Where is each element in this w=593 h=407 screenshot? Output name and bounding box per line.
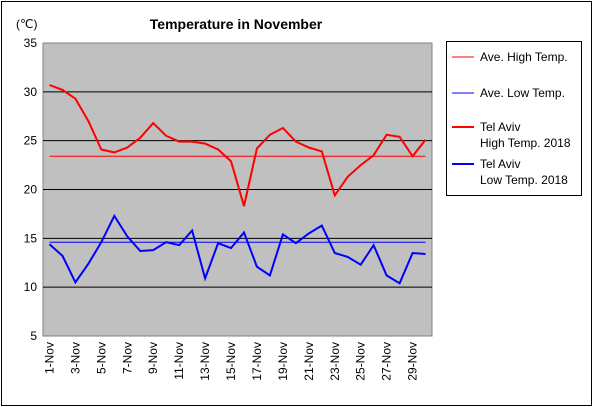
- x-tick-label: 17-Nov: [250, 342, 264, 381]
- legend-box: [446, 41, 582, 196]
- x-tick-label: 3-Nov: [68, 342, 82, 374]
- x-tick-label: 13-Nov: [198, 342, 212, 381]
- legend-label: Ave. High Temp.: [480, 50, 568, 64]
- x-tick-label: 15-Nov: [224, 342, 238, 381]
- legend-label: High Temp. 2018: [480, 136, 571, 150]
- x-tick-label: 1-Nov: [42, 342, 56, 374]
- legend-label: Tel Aviv: [480, 157, 520, 171]
- x-tick-label: 23-Nov: [328, 342, 342, 381]
- gridlines: [43, 91, 432, 288]
- y-tick-label: 35: [24, 36, 38, 50]
- legend-label: Tel Aviv: [480, 120, 520, 134]
- y-tick-label: 10: [24, 280, 38, 294]
- x-tick-label: 27-Nov: [380, 342, 394, 381]
- series-lines: [48, 84, 427, 285]
- y-tick-label: 25: [24, 134, 38, 148]
- y-axis-ticks: 5 10 15 20 25 30 35: [24, 36, 38, 343]
- series-line-tel-aviv-2: [49, 84, 427, 207]
- y-axis-unit-label: (℃): [16, 17, 37, 31]
- series-line-tel-aviv-3: [48, 213, 426, 285]
- x-tick-label: 7-Nov: [120, 342, 134, 374]
- y-tick-label: 5: [30, 329, 37, 343]
- y-tick-label: 30: [24, 85, 38, 99]
- y-tick-label: 15: [24, 231, 38, 245]
- y-tick-label: 20: [24, 183, 38, 197]
- legend: Ave. High Temp. Ave. Low Temp. Tel Aviv Hig…: [452, 50, 571, 187]
- x-tick-label: 11-Nov: [172, 342, 186, 380]
- x-tick-label: 29-Nov: [406, 342, 420, 381]
- x-tick-label: 5-Nov: [94, 342, 108, 374]
- x-tick-label: 21-Nov: [302, 342, 316, 381]
- legend-label: Ave. Low Temp.: [480, 86, 565, 100]
- legend-label: Low Temp. 2018: [480, 173, 568, 187]
- x-tick-label: 19-Nov: [276, 342, 290, 381]
- x-axis-ticks: 1-Nov 3-Nov 5-Nov 7-Nov 9-Nov 11-Nov 13-Nov 15-…: [42, 342, 419, 381]
- x-tick-label: 25-Nov: [354, 342, 368, 381]
- x-tick-label: 9-Nov: [146, 342, 160, 374]
- chart-title: Temperature in November: [150, 16, 323, 32]
